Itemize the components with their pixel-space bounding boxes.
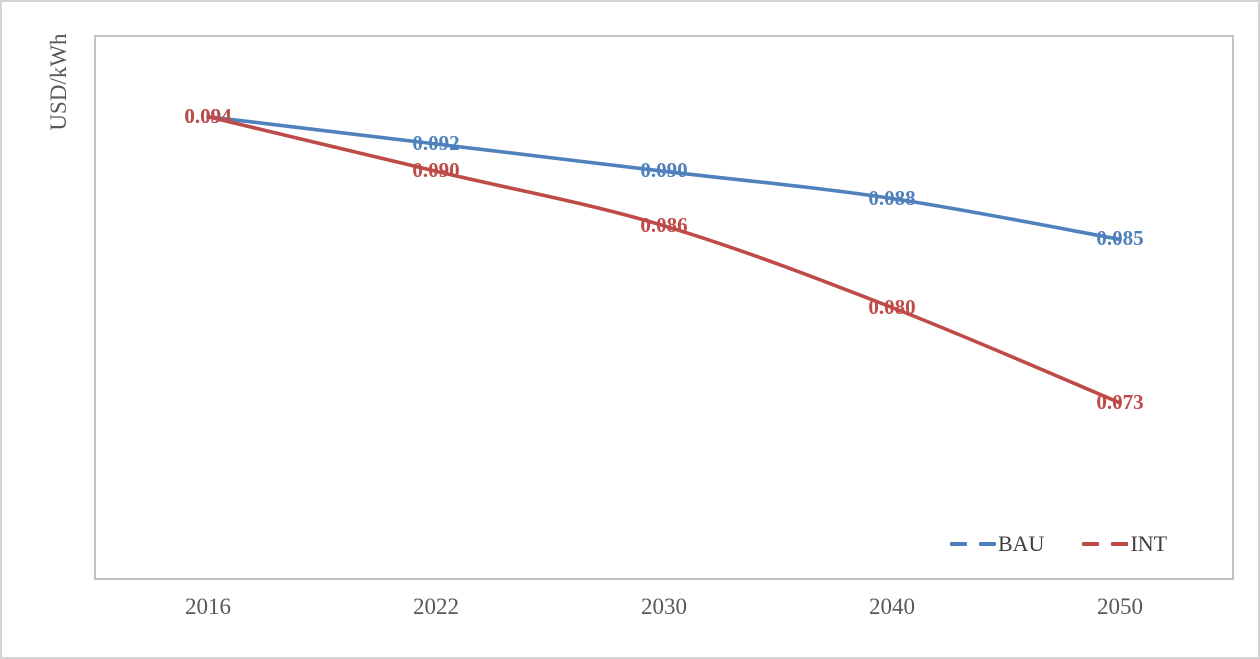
legend-item-bau: BAU — [950, 532, 1044, 556]
x-tick-2022: 2022 — [413, 594, 459, 619]
data-label-bau-2050: 0.085 — [1096, 226, 1144, 251]
data-label-bau-2016: 0.094 — [184, 103, 232, 128]
data-label-int-2050: 0.073 — [1096, 389, 1144, 414]
data-label-bau-2022: 0.092 — [412, 131, 460, 156]
y-axis-title: USD/kWh — [46, 33, 71, 131]
legend-dash-icon — [950, 542, 967, 546]
legend-item-int: INT — [1082, 532, 1167, 556]
data-label-int-2040: 0.080 — [868, 294, 916, 319]
x-tick-2040: 2040 — [869, 594, 915, 619]
legend-dash-icon — [1111, 542, 1129, 546]
data-label-int-2016: 0.094 — [184, 103, 232, 128]
legend-label-int: INT — [1130, 531, 1168, 556]
legend-dash-icon — [1082, 542, 1100, 546]
data-label-int-2030: 0.086 — [640, 212, 688, 237]
legend: BAU INT — [950, 532, 1167, 556]
x-tick-2050: 2050 — [1097, 594, 1143, 619]
x-tick-2030: 2030 — [641, 594, 687, 619]
legend-dash-icon — [979, 542, 996, 546]
x-tick-2016: 2016 — [185, 594, 231, 619]
data-label-int-2022: 0.090 — [412, 158, 460, 183]
data-label-bau-2030: 0.090 — [640, 158, 688, 183]
data-label-bau-2040: 0.088 — [868, 185, 916, 210]
legend-label-bau: BAU — [998, 531, 1045, 556]
plot-area — [94, 35, 1234, 580]
